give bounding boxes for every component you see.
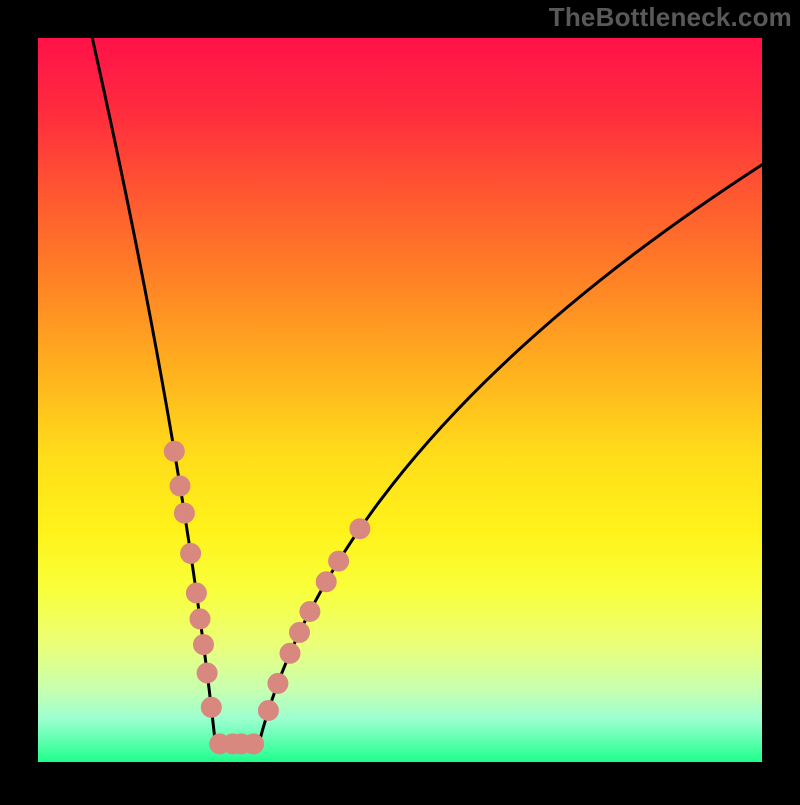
marker-point [194,635,214,655]
marker-point [300,602,320,622]
marker-point [258,701,278,721]
bottleneck-chart [0,0,800,805]
marker-point [201,697,221,717]
marker-point [190,609,210,629]
marker-point [164,441,184,461]
marker-point [197,663,217,683]
marker-point [350,519,370,539]
marker-point [290,622,310,642]
marker-point [186,583,206,603]
marker-point [280,643,300,663]
marker-point [329,551,349,571]
chart-svg [0,0,800,800]
marker-point [316,572,336,592]
watermark-label: TheBottleneck.com [549,2,792,33]
marker-point [181,543,201,563]
gradient-plot-area [38,38,762,762]
marker-point [268,673,288,693]
marker-point [174,503,194,523]
marker-point [244,734,264,754]
marker-point [170,476,190,496]
